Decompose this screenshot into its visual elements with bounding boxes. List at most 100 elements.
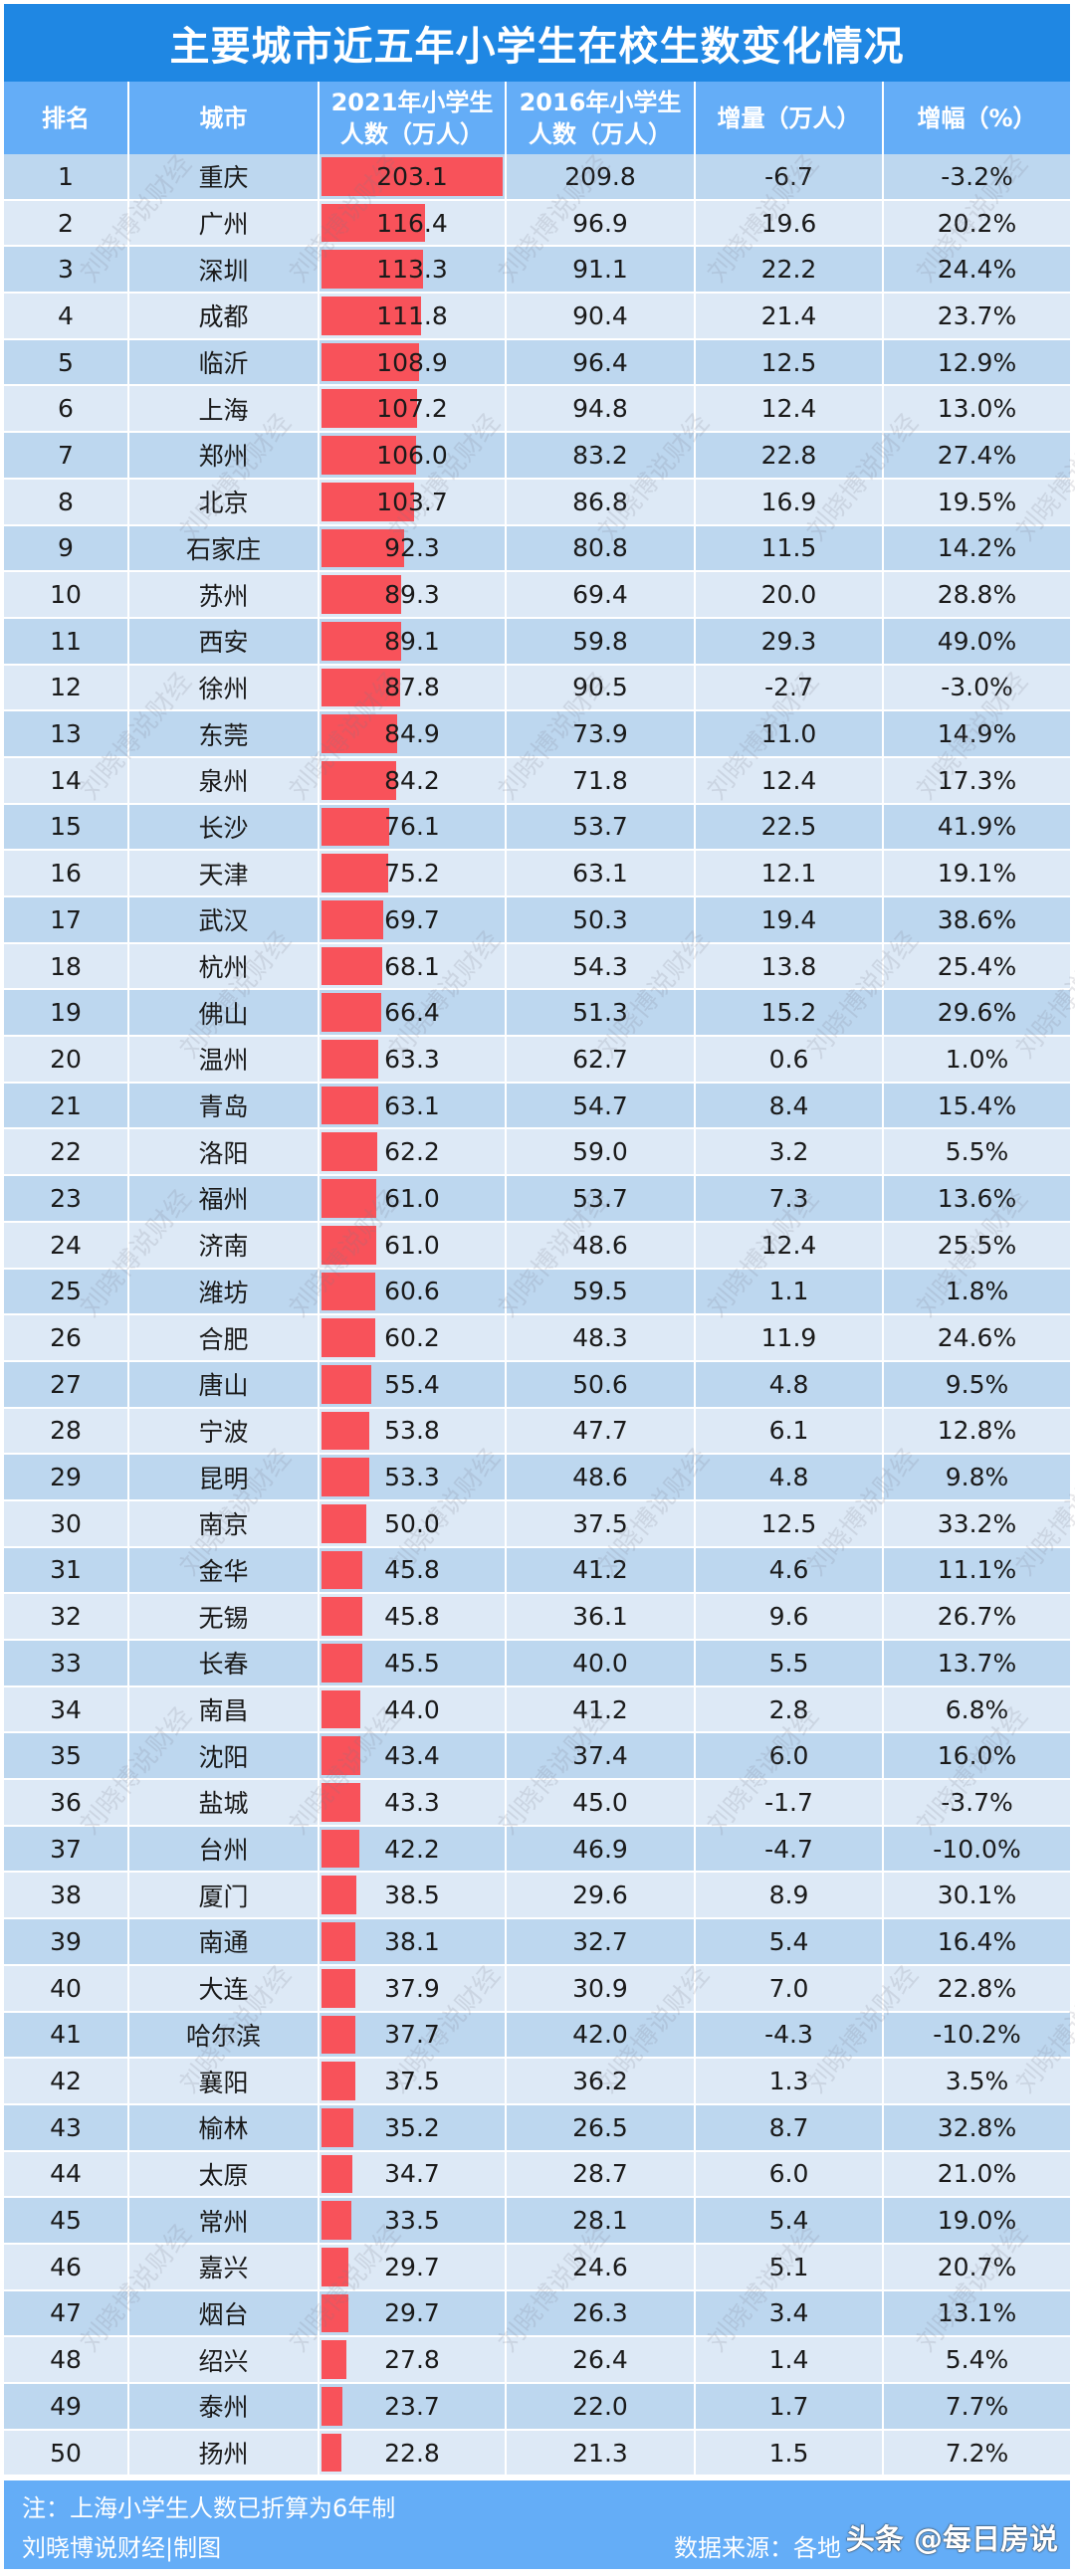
value-2016-cell: 47.7 — [507, 1408, 696, 1454]
delta-cell: 7.0 — [696, 1965, 884, 2011]
data-bar — [322, 1086, 378, 1125]
delta-cell: 22.8 — [696, 433, 884, 478]
value-2021-cell: 63.3 — [320, 1037, 507, 1082]
rank-cell: 4 — [4, 294, 129, 338]
city-cell: 石家庄 — [129, 525, 320, 571]
city-cell: 南京 — [129, 1500, 320, 1546]
delta-cell: 7.3 — [696, 1176, 884, 1221]
value-2021: 69.7 — [384, 904, 440, 934]
rank-cell: 21 — [4, 1083, 129, 1128]
data-bar — [322, 1411, 370, 1451]
value-2021-cell: 87.8 — [320, 665, 507, 710]
rank-cell: 40 — [4, 1965, 129, 2011]
delta-cell: 11.0 — [696, 711, 884, 756]
pct-cell: 13.1% — [884, 2290, 1070, 2336]
data-bar — [322, 2433, 342, 2473]
delta-cell: 8.4 — [696, 1083, 884, 1128]
city-cell: 长春 — [129, 1641, 320, 1685]
value-2021: 44.0 — [384, 1694, 440, 1724]
rank-cell: 28 — [4, 1408, 129, 1454]
rank-cell: 49 — [4, 2384, 129, 2429]
value-2021-cell: 22.8 — [320, 2430, 507, 2476]
value-2016-cell: 28.7 — [507, 2151, 696, 2197]
value-2021: 22.8 — [384, 2438, 440, 2468]
rank-cell: 11 — [4, 618, 129, 664]
value-2021: 84.2 — [384, 765, 440, 795]
table-header: 排名 城市 2021年小学生 人数（万人） 2016年小学生 人数（万人） 增量（万… — [4, 82, 1070, 154]
value-2021: 108.9 — [376, 347, 448, 377]
pct-cell: 15.4% — [884, 1083, 1070, 1128]
delta-cell: 12.4 — [696, 1222, 884, 1268]
delta-cell: 22.2 — [696, 247, 884, 293]
city-cell: 济南 — [129, 1222, 320, 1268]
table-row: 18 杭州 68.1 54.3 13.8 25.4% — [4, 943, 1070, 991]
value-2021: 34.7 — [384, 2159, 440, 2189]
city-cell: 重庆 — [129, 154, 320, 199]
delta-cell: 6.0 — [696, 1733, 884, 1779]
value-2016-cell: 94.8 — [507, 386, 696, 432]
data-bar — [322, 2107, 353, 2147]
city-cell: 沈阳 — [129, 1733, 320, 1779]
data-bar — [322, 250, 423, 290]
delta-cell: 13.8 — [696, 943, 884, 989]
data-bar — [322, 1179, 376, 1218]
delta-cell: 1.3 — [696, 2059, 884, 2103]
value-2021-cell: 107.2 — [320, 386, 507, 432]
value-2016-cell: 91.1 — [507, 247, 696, 293]
rank-cell: 29 — [4, 1455, 129, 1499]
value-2016-cell: 29.6 — [507, 1873, 696, 1918]
header-pct-label: 增幅（%） — [917, 103, 1037, 132]
value-2016-cell: 51.3 — [507, 990, 696, 1036]
delta-cell: -4.7 — [696, 1826, 884, 1872]
value-2016-cell: 90.4 — [507, 294, 696, 338]
city-cell: 临沂 — [129, 339, 320, 385]
table-row: 10 苏州 89.3 69.4 20.0 28.8% — [4, 572, 1070, 619]
table-row: 9 石家庄 92.3 80.8 11.5 14.2% — [4, 525, 1070, 573]
delta-cell: 29.3 — [696, 618, 884, 664]
value-2021: 68.1 — [384, 951, 440, 981]
data-bar — [322, 528, 404, 568]
table-row: 4 成都 111.8 90.4 21.4 23.7% — [4, 294, 1070, 340]
value-2016-cell: 21.3 — [507, 2430, 696, 2476]
pct-cell: -3.2% — [884, 154, 1070, 199]
pct-cell: 41.9% — [884, 804, 1070, 850]
value-2016-cell: 59.0 — [507, 1129, 696, 1175]
value-2021: 107.2 — [376, 394, 448, 424]
value-2021: 113.3 — [376, 255, 448, 285]
delta-cell: 9.6 — [696, 1594, 884, 1639]
value-2021-cell: 33.5 — [320, 2198, 507, 2243]
pct-cell: 30.1% — [884, 1873, 1070, 1918]
pct-cell: 25.5% — [884, 1222, 1070, 1268]
value-2021-cell: 43.3 — [320, 1780, 507, 1825]
value-2021: 37.7 — [384, 2020, 440, 2050]
data-bar — [322, 575, 402, 614]
pct-cell: 1.0% — [884, 1037, 1070, 1082]
rank-cell: 10 — [4, 572, 129, 617]
data-bar — [322, 2387, 343, 2426]
value-2021-cell: 89.1 — [320, 618, 507, 664]
value-2021-cell: 111.8 — [320, 294, 507, 338]
rank-cell: 13 — [4, 711, 129, 756]
rank-cell: 7 — [4, 433, 129, 478]
value-2021-cell: 29.7 — [320, 2244, 507, 2289]
value-2021-cell: 63.1 — [320, 1083, 507, 1128]
value-2021-cell: 76.1 — [320, 804, 507, 850]
rank-cell: 36 — [4, 1780, 129, 1825]
value-2021: 89.1 — [384, 626, 440, 656]
pct-cell: 29.6% — [884, 990, 1070, 1036]
value-2021-cell: 75.2 — [320, 851, 507, 895]
delta-cell: 20.0 — [696, 572, 884, 617]
data-bar — [322, 2293, 348, 2333]
delta-cell: 3.4 — [696, 2290, 884, 2336]
rank-cell: 14 — [4, 757, 129, 803]
city-cell: 宁波 — [129, 1408, 320, 1454]
table-row: 36 盐城 43.3 45.0 -1.7 -3.7% — [4, 1780, 1070, 1827]
pct-cell: 22.8% — [884, 1965, 1070, 2011]
header-2021-label: 2021年小学生 人数（万人） — [330, 88, 494, 148]
city-cell: 徐州 — [129, 665, 320, 710]
delta-cell: 12.5 — [696, 1500, 884, 1546]
value-2016-cell: 90.5 — [507, 665, 696, 710]
value-2016-cell: 46.9 — [507, 1826, 696, 1872]
value-2016-cell: 83.2 — [507, 433, 696, 478]
delta-cell: 1.7 — [696, 2384, 884, 2429]
